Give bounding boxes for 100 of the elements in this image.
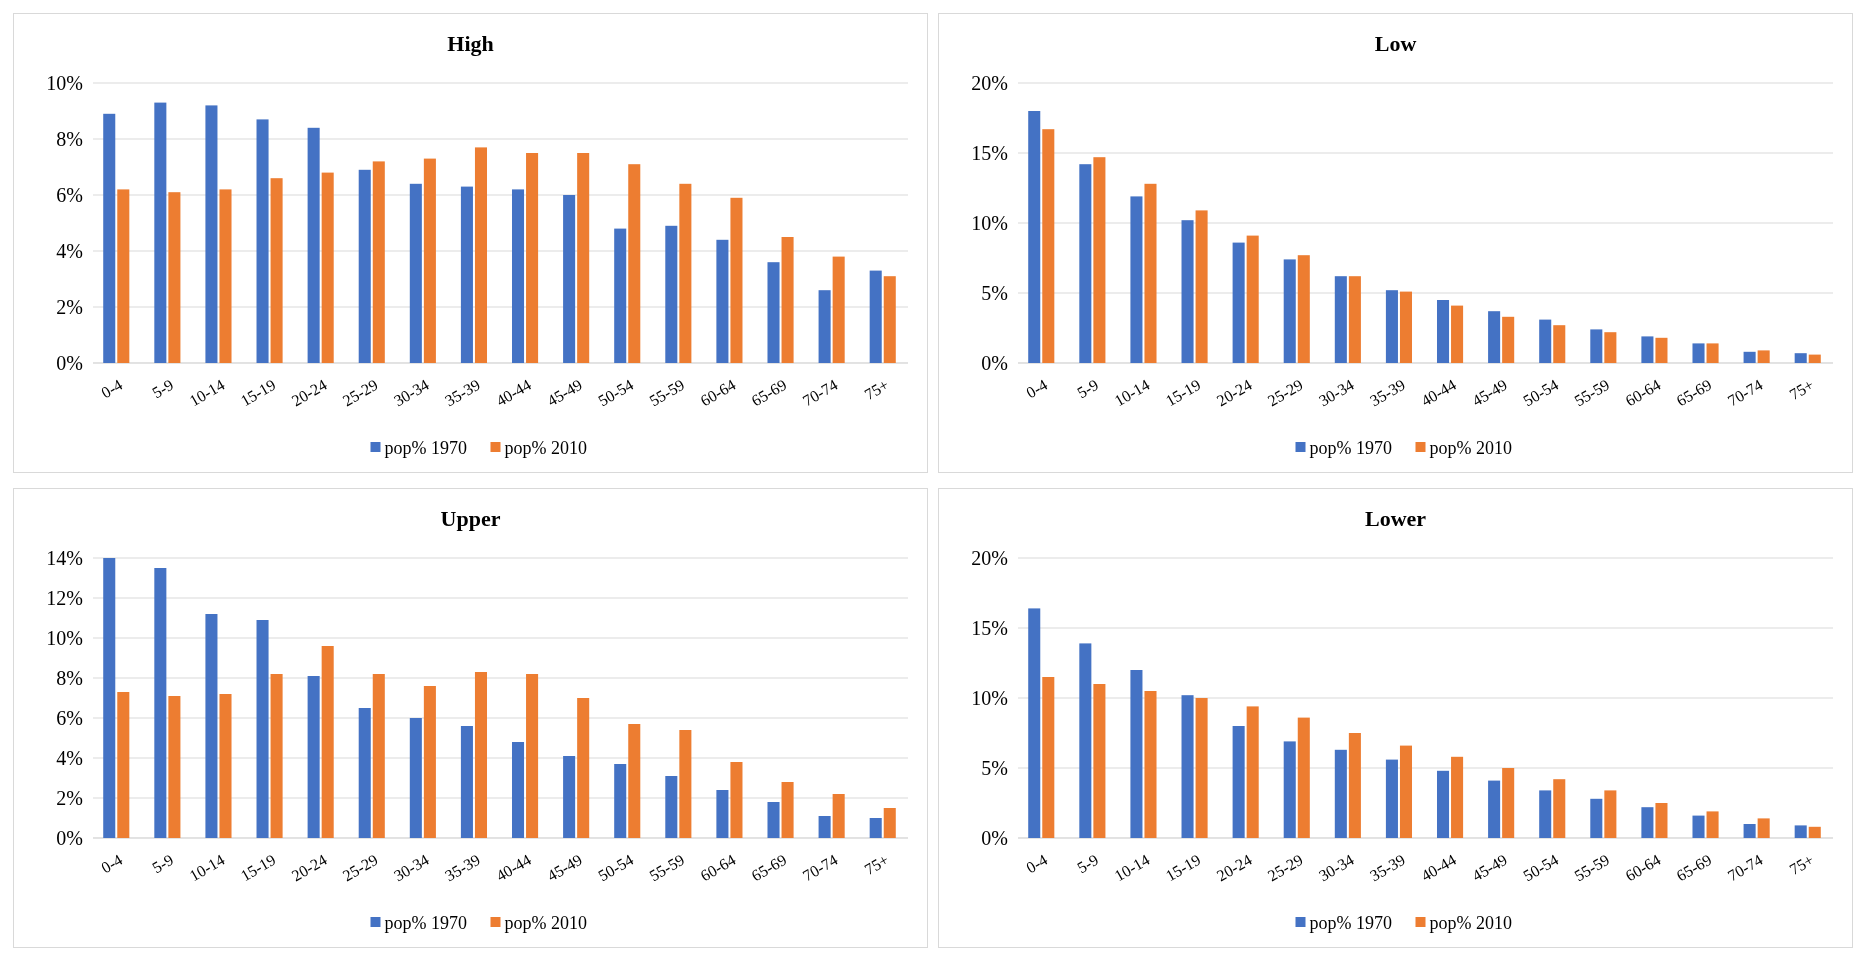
bar [869, 270, 882, 363]
chart-title: High [447, 31, 494, 56]
bar [1655, 337, 1668, 363]
bar [1028, 608, 1041, 838]
bar [117, 692, 130, 838]
x-tick-label: 70-74 [1724, 850, 1766, 885]
x-tick-label: 25-29 [339, 375, 381, 410]
bar [1195, 698, 1208, 838]
x-tick-label: 30-34 [1315, 375, 1357, 410]
x-tick-label: 50-54 [1520, 375, 1562, 410]
y-tick-label: 12% [46, 587, 83, 609]
bar [869, 818, 882, 838]
x-tick-label: 70-74 [799, 850, 841, 885]
bar [883, 808, 896, 838]
x-tick-label: 65-69 [748, 850, 790, 885]
x-tick-label: 60-64 [1622, 375, 1664, 410]
bar [1385, 759, 1398, 838]
bar [1808, 826, 1821, 838]
bar [1757, 350, 1770, 363]
y-tick-label: 4% [56, 240, 83, 262]
bar [563, 195, 576, 363]
x-tick-label: 65-69 [1673, 850, 1715, 885]
x-tick-label: 10-14 [186, 850, 228, 885]
bar [1692, 343, 1705, 363]
bar [270, 178, 283, 363]
bar [526, 153, 539, 363]
bar [577, 698, 590, 838]
y-tick-label: 10% [46, 72, 83, 94]
x-tick-label: 60-64 [697, 375, 739, 410]
x-tick-label: 30-34 [390, 850, 432, 885]
bar [1399, 745, 1412, 838]
bar [679, 730, 692, 838]
bar [321, 172, 334, 363]
bar [154, 102, 167, 363]
x-tick-label: 50-54 [595, 375, 637, 410]
bar [423, 686, 436, 838]
bar [665, 225, 678, 363]
bar [1093, 157, 1106, 363]
bar [474, 672, 487, 838]
bar [1794, 353, 1807, 363]
x-tick-label: 45-49 [1469, 375, 1511, 410]
bar [1706, 811, 1719, 838]
bar [1692, 815, 1705, 838]
bar [1028, 111, 1041, 363]
x-tick-label: 40-44 [1418, 850, 1459, 885]
bar [1604, 790, 1617, 838]
bar [103, 558, 116, 838]
x-tick-label: 25-29 [339, 850, 381, 885]
bar [1502, 316, 1515, 363]
bar [409, 718, 422, 838]
bar [168, 696, 181, 838]
x-tick-label: 5-9 [1074, 850, 1102, 877]
bar [1604, 332, 1617, 363]
bar [512, 742, 525, 838]
x-tick-label: 55-59 [646, 850, 688, 885]
bar [1743, 351, 1756, 363]
x-tick-label: 30-34 [1315, 850, 1357, 885]
x-tick-label: 70-74 [799, 375, 841, 410]
bar [256, 620, 269, 838]
y-tick-label: 10% [971, 687, 1008, 709]
bar [409, 183, 422, 363]
x-tick-label: 60-64 [697, 850, 739, 885]
y-tick-label: 2% [56, 296, 83, 318]
bar [460, 186, 473, 363]
bar [512, 189, 525, 363]
x-tick-label: 50-54 [595, 850, 637, 885]
y-tick-label: 0% [981, 352, 1008, 374]
bar [307, 127, 320, 363]
x-tick-label: 15-19 [237, 850, 279, 885]
bar [716, 239, 729, 363]
bar [117, 189, 130, 363]
bar [1451, 305, 1464, 363]
bar [1553, 779, 1566, 838]
bar [730, 197, 743, 363]
x-tick-label: 75+ [861, 375, 892, 404]
y-tick-label: 10% [46, 627, 83, 649]
bar [1042, 677, 1055, 838]
bar [1385, 290, 1398, 363]
y-tick-label: 15% [971, 617, 1008, 639]
x-tick-label: 45-49 [1469, 850, 1511, 885]
bar [1348, 733, 1361, 838]
bar [460, 726, 473, 838]
y-tick-label: 4% [56, 747, 83, 769]
bar [154, 568, 167, 838]
y-tick-label: 20% [971, 547, 1008, 569]
bar [1334, 276, 1347, 363]
x-tick-label: 35-39 [1367, 850, 1408, 885]
x-tick-label: 15-19 [1162, 375, 1204, 410]
bar [614, 228, 627, 363]
bar [1181, 220, 1194, 363]
bar [1757, 818, 1770, 838]
bar [563, 756, 576, 838]
y-tick-label: 15% [971, 142, 1008, 164]
bar [1283, 741, 1296, 838]
y-tick-label: 0% [56, 352, 83, 374]
legend-label: pop% 2010 [504, 913, 587, 934]
x-tick-label: 5-9 [149, 850, 177, 877]
y-tick-label: 5% [981, 282, 1008, 304]
bar [205, 614, 218, 838]
bar [1181, 695, 1194, 838]
